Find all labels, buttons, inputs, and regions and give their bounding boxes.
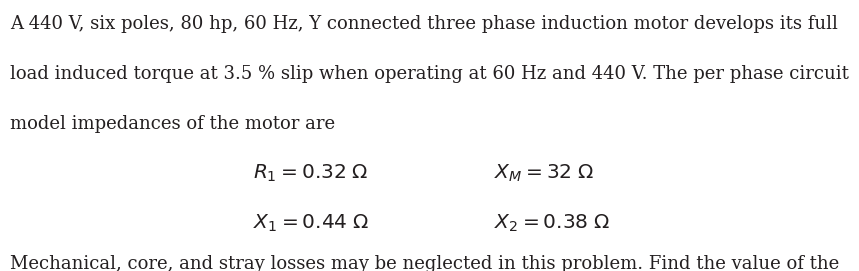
Text: $X_M = 32\;\Omega$: $X_M = 32\;\Omega$ xyxy=(494,163,594,184)
Text: $X_1 = 0.44\;\Omega$: $X_1 = 0.44\;\Omega$ xyxy=(253,213,369,234)
Text: model impedances of the motor are: model impedances of the motor are xyxy=(10,115,335,133)
Text: $R_1 = 0.32\;\Omega$: $R_1 = 0.32\;\Omega$ xyxy=(253,163,369,184)
Text: load induced torque at 3.5 % slip when operating at 60 Hz and 440 V. The per pha: load induced torque at 3.5 % slip when o… xyxy=(10,65,850,83)
Text: Mechanical, core, and stray losses may be neglected in this problem. Find the va: Mechanical, core, and stray losses may b… xyxy=(10,255,839,271)
Text: A 440 V, six poles, 80 hp, 60 Hz, Y connected three phase induction motor develo: A 440 V, six poles, 80 hp, 60 Hz, Y conn… xyxy=(10,15,838,33)
Text: $X_2 = 0.38\;\Omega$: $X_2 = 0.38\;\Omega$ xyxy=(494,213,610,234)
